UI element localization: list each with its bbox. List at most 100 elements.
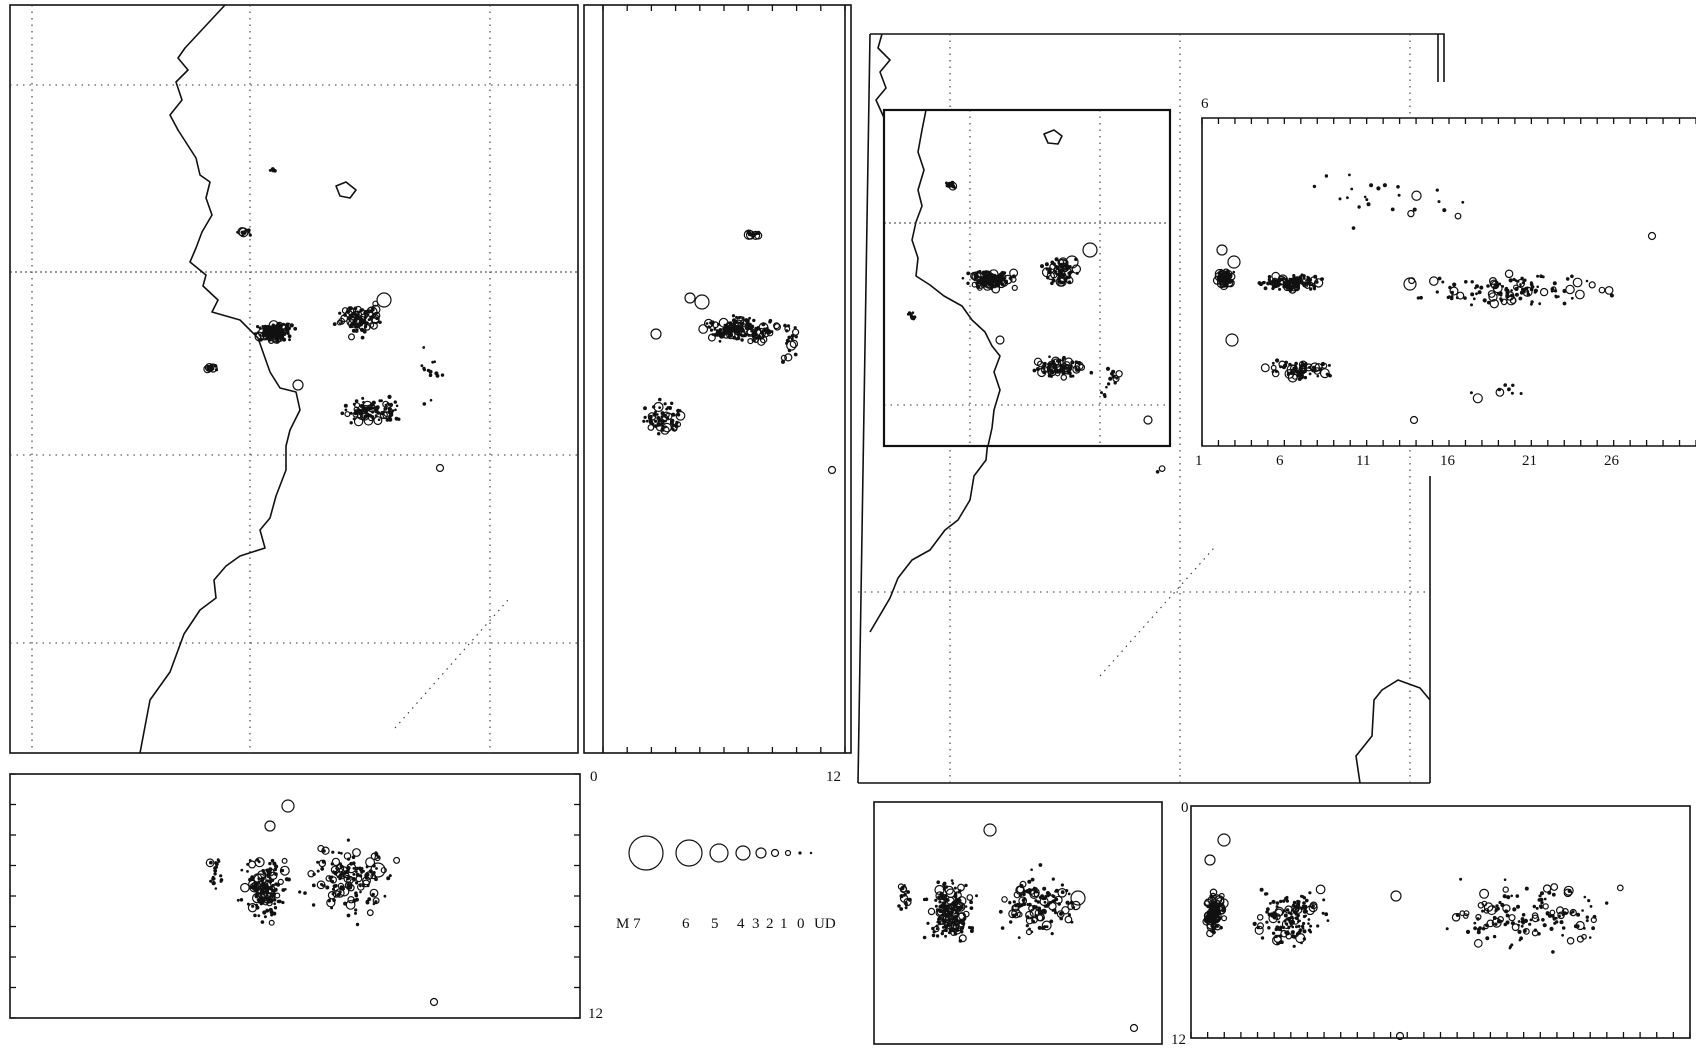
- event-marker: [359, 313, 367, 321]
- event-marker: [346, 868, 350, 873]
- event-marker: [1062, 364, 1067, 369]
- event-marker: [262, 891, 266, 895]
- event-marker: [325, 885, 330, 890]
- event-marker: [248, 860, 257, 869]
- event-marker: [1300, 363, 1304, 368]
- event-marker: [1315, 884, 1326, 895]
- event-marker: [1455, 296, 1459, 300]
- event-marker: [951, 928, 956, 932]
- event-marker: [240, 868, 244, 872]
- event-marker: [970, 271, 979, 281]
- event-marker: [737, 335, 741, 339]
- event-marker: [1279, 925, 1283, 929]
- event-marker: [922, 897, 927, 902]
- event-marker: [752, 318, 756, 323]
- event-marker: [1158, 465, 1166, 473]
- event-marker: [1499, 297, 1503, 301]
- event-marker: [1549, 926, 1554, 932]
- event-marker: [1550, 883, 1559, 891]
- event-marker: [1605, 901, 1609, 905]
- event-marker: [942, 887, 946, 891]
- event-marker: [326, 898, 336, 908]
- event-marker: [386, 402, 390, 405]
- event-marker: [1516, 904, 1520, 909]
- event-marker: [335, 888, 345, 898]
- event-marker: [1038, 863, 1043, 867]
- event-marker: [365, 407, 370, 411]
- event-marker-large: [435, 463, 445, 473]
- event-marker: [1279, 365, 1283, 369]
- event-marker: [372, 871, 376, 875]
- event-marker: [1300, 279, 1304, 283]
- event-marker: [1060, 883, 1064, 887]
- event-marker: [353, 416, 364, 427]
- event-marker: [275, 331, 279, 335]
- event-marker: [1285, 899, 1289, 903]
- event-marker: [1588, 936, 1592, 939]
- event-marker: [377, 418, 381, 422]
- event-marker: [213, 868, 218, 873]
- event-marker: [382, 411, 391, 420]
- event-marker: [790, 334, 794, 337]
- event-marker: [1051, 278, 1056, 283]
- event-marker: [945, 888, 956, 898]
- event-marker: [241, 233, 245, 237]
- left-ns-section-ticks: [10, 773, 580, 1019]
- event-marker: [661, 424, 664, 428]
- event-marker: [1067, 902, 1075, 910]
- event-marker: [1470, 303, 1473, 307]
- event-marker: [713, 327, 717, 331]
- event-marker: [1376, 186, 1381, 191]
- event-marker: [422, 402, 427, 406]
- event-marker: [1277, 920, 1281, 924]
- event-marker: [1203, 916, 1211, 924]
- event-marker: [1451, 912, 1461, 922]
- event-marker: [1473, 938, 1483, 948]
- event-marker: [346, 883, 350, 887]
- event-marker-large: [1204, 854, 1216, 866]
- event-marker: [1306, 280, 1310, 284]
- event-marker: [371, 400, 376, 405]
- event-marker: [349, 421, 353, 425]
- event-marker: [354, 399, 359, 403]
- event-marker: [316, 880, 326, 890]
- legend-symbol-m6: [675, 839, 703, 867]
- event-marker: [657, 423, 661, 427]
- event-marker: [1011, 284, 1018, 291]
- event-marker: [1494, 283, 1499, 288]
- event-marker: [273, 906, 278, 910]
- event-marker: [394, 408, 397, 412]
- event-marker: [666, 406, 670, 410]
- event-marker: [279, 865, 290, 876]
- event-marker: [1346, 196, 1349, 200]
- event-marker: [783, 323, 787, 328]
- event-marker: [257, 899, 262, 904]
- space-time-x-labels: 1 6 11 16 21 26: [1195, 453, 1620, 469]
- event-marker: [1206, 921, 1217, 932]
- event-marker: [950, 180, 955, 185]
- event-marker-large: [429, 997, 439, 1007]
- event-marker: [948, 902, 957, 910]
- event-marker: [1285, 931, 1290, 936]
- event-marker: [722, 327, 726, 331]
- event-marker: [397, 417, 401, 421]
- event-marker: [383, 407, 388, 411]
- event-marker: [364, 871, 374, 880]
- event-marker: [363, 415, 374, 426]
- event-marker: [1302, 921, 1306, 926]
- event-marker: [662, 422, 672, 433]
- event-marker: [1327, 363, 1331, 367]
- event-marker: [1542, 923, 1547, 928]
- event-marker: [279, 336, 283, 340]
- event-marker: [1300, 273, 1304, 277]
- event-marker-large: [366, 306, 378, 318]
- event-marker: [1522, 289, 1526, 293]
- event-marker: [265, 337, 269, 341]
- event-marker: [1304, 362, 1308, 365]
- event-marker: [1260, 363, 1270, 373]
- event-marker: [1407, 209, 1415, 218]
- event-marker: [348, 306, 353, 311]
- event-marker: [1271, 931, 1276, 935]
- right-island-south: [1355, 679, 1431, 784]
- event-marker: [352, 872, 356, 876]
